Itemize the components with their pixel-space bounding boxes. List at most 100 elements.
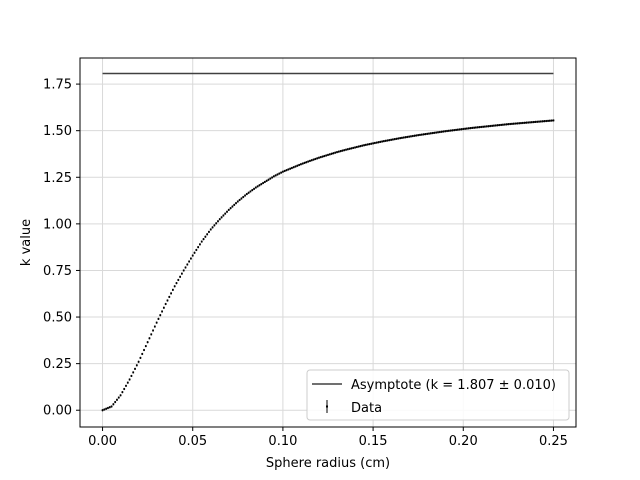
data-point [260,183,263,186]
data-point [233,203,236,206]
data-point [144,345,147,348]
data-point [155,321,158,324]
data-point [350,147,353,150]
data-point [410,135,412,138]
data-point [411,135,414,137]
data-point [355,146,358,148]
data-point [272,175,275,178]
data-point [301,162,304,165]
x-tick-label: 0.05 [178,434,207,449]
y-tick-label: 0.00 [43,404,72,419]
data-point [242,196,245,198]
data-point [518,122,521,125]
data-point [471,126,474,129]
data-point [117,396,120,399]
data-point [296,164,299,167]
data-point [202,238,205,241]
data-point [217,220,219,223]
data-point [256,185,259,188]
data-point [251,189,254,192]
data-point [419,133,421,136]
data-point [431,132,434,134]
data-point [181,272,183,275]
data-point [476,126,479,129]
data-point [458,128,461,131]
data-point [253,187,255,190]
data-point [520,122,522,125]
data-point [473,126,475,129]
data-point [220,216,223,219]
data-point [114,401,117,403]
data-point [538,120,540,123]
data-point [294,165,297,168]
data-point [213,224,216,227]
data-point [462,128,465,130]
data-point [530,121,533,124]
data-point [254,186,257,189]
data-point [541,120,544,123]
data-point [105,407,108,410]
data-point [168,296,171,298]
data-point [478,126,481,129]
data-point [182,269,185,272]
data-point [332,152,335,155]
data-point [514,122,517,125]
data-point [536,120,539,123]
data-point [325,154,328,157]
data-point [500,124,503,126]
data-point [319,156,322,159]
data-point [359,145,362,148]
data-point [195,249,198,251]
data-point [413,134,416,137]
data-point [110,405,113,408]
data-point [245,193,248,195]
data-point [278,172,281,175]
data-point [428,132,430,135]
data-point [153,325,156,328]
data-point [496,124,499,127]
data-point [460,128,463,131]
data-point [200,240,203,243]
data-point [171,288,174,291]
data-point [143,349,145,351]
data-point [383,140,385,143]
data-point [267,178,270,181]
data-point [215,222,218,225]
data-point [321,155,324,158]
data-point [330,152,333,155]
data-point [348,147,351,150]
data-point [437,131,439,134]
data-point [247,191,250,194]
data-point [415,134,418,137]
data-point [417,134,420,137]
data-point [339,150,342,153]
data-point [494,124,497,127]
data-point [316,157,319,160]
data-point [280,171,283,174]
data-point [157,318,160,320]
data-point [435,131,438,134]
data-point [179,275,182,278]
data-point [547,119,549,122]
data-point [406,136,409,138]
data-point [314,158,317,160]
data-point [498,124,501,126]
data-point [505,123,508,126]
data-point [222,214,225,217]
data-point [327,154,329,156]
data-point [303,161,306,164]
data-point [352,147,355,149]
data-point [323,155,326,157]
data-point [263,181,266,183]
x-tick-label: 0.20 [449,434,478,449]
data-point [218,218,221,221]
data-point [539,120,542,123]
data-point [364,143,367,146]
data-point [397,137,400,140]
data-point [474,126,477,129]
data-point [345,148,347,151]
axes-frame [79,57,577,428]
data-point [366,143,369,146]
x-tick-label: 0.15 [359,434,388,449]
data-point [507,123,510,126]
